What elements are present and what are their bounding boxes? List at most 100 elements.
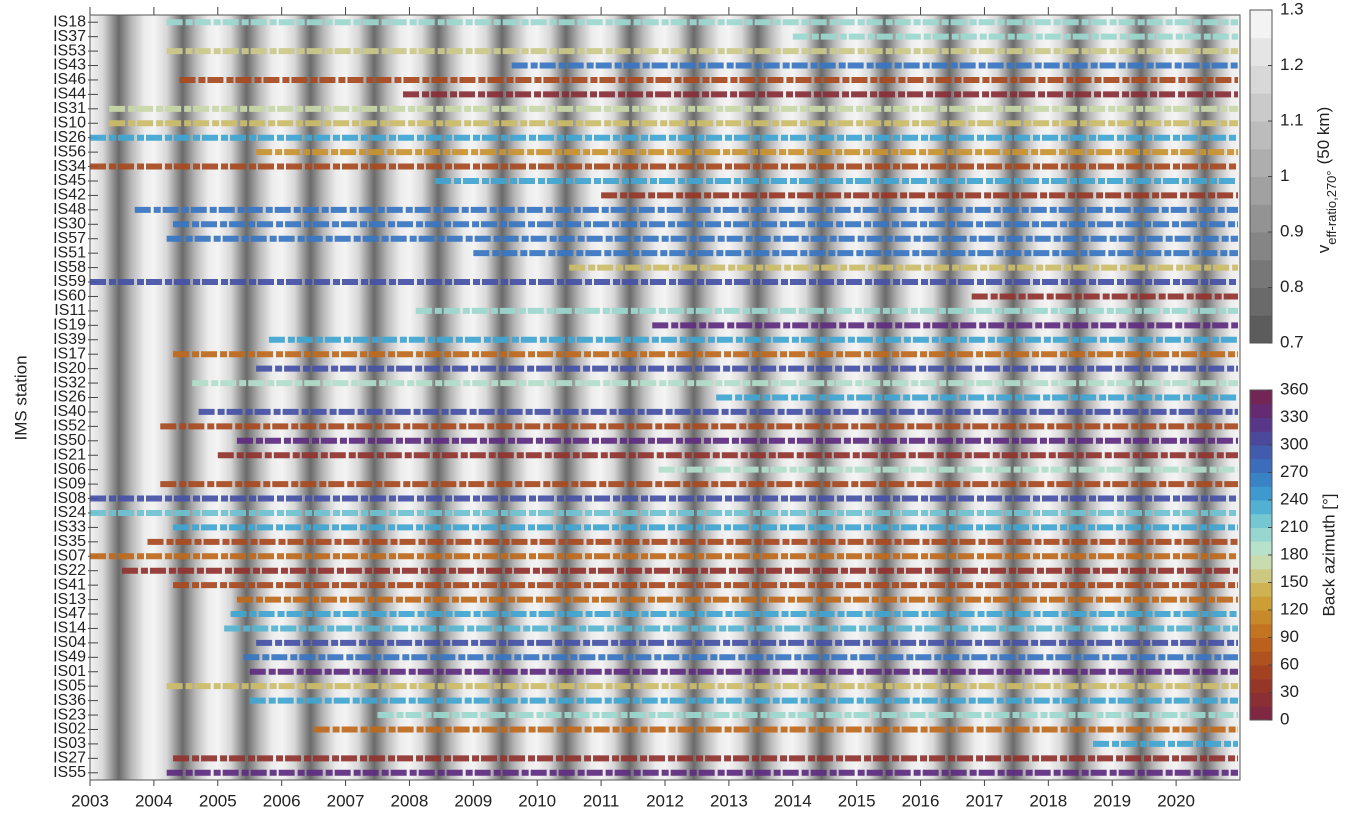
- y-tick-label: IS49: [53, 649, 86, 666]
- y-tick-label: IS09: [53, 475, 86, 492]
- x-tick-label: 2020: [1157, 791, 1195, 810]
- colorbar-tick-label: 300: [1280, 434, 1308, 453]
- colorbar-step: [1250, 315, 1272, 344]
- veff-colorbar-label: veff-ratio,270° (50 km): [1314, 107, 1338, 253]
- y-tick-label: IS20: [53, 360, 86, 377]
- y-tick-label: IS23: [53, 706, 86, 723]
- x-tick-label: 2004: [135, 791, 173, 810]
- y-tick-label: IS45: [53, 172, 86, 189]
- colorbar-step: [1250, 555, 1272, 570]
- y-tick-label: IS31: [53, 100, 86, 117]
- y-tick-label: IS60: [53, 288, 86, 305]
- x-tick-label: 2014: [774, 791, 812, 810]
- colorbar-step: [1250, 259, 1272, 288]
- label-unit: (50 km): [1314, 107, 1333, 165]
- y-tick-label: IS17: [53, 345, 86, 362]
- label-main: v: [1314, 244, 1333, 253]
- y-tick-label: IS34: [53, 158, 86, 175]
- colorbar-step: [1250, 204, 1272, 233]
- y-tick-label: IS56: [53, 143, 86, 160]
- colorbar-step: [1250, 390, 1272, 405]
- y-tick-label: IS10: [53, 114, 86, 131]
- y-tick-label: IS08: [53, 490, 86, 507]
- colorbar-step: [1250, 93, 1272, 122]
- y-tick-label: IS52: [53, 418, 86, 435]
- colorbar-step: [1250, 651, 1272, 666]
- colorbar-step: [1250, 692, 1272, 707]
- colorbar-step: [1250, 472, 1272, 487]
- y-tick-label: IS55: [53, 764, 86, 781]
- colorbar-step: [1250, 65, 1272, 94]
- x-tick-label: 2003: [71, 791, 109, 810]
- colorbar-tick-label: 330: [1280, 407, 1308, 426]
- x-tick-label: 2011: [583, 791, 620, 810]
- y-tick-label: IS07: [53, 547, 86, 564]
- y-tick-label: IS05: [53, 677, 86, 694]
- colorbar-tick-label: 1: [1280, 166, 1289, 185]
- y-tick-label: IS57: [53, 230, 86, 247]
- y-tick-label: IS14: [53, 620, 86, 637]
- y-tick-label: IS02: [53, 721, 86, 738]
- x-tick-label: 2017: [966, 791, 1004, 810]
- label-sub: eff-ratio,270°: [1324, 170, 1339, 244]
- x-tick-label: 2012: [646, 791, 684, 810]
- x-tick-label: 2015: [838, 791, 876, 810]
- colorbar-step: [1250, 10, 1272, 39]
- y-tick-label: IS26: [53, 129, 86, 146]
- colorbar-step: [1250, 176, 1272, 205]
- y-tick-label: IS26: [53, 389, 86, 406]
- colorbar-tick-label: 240: [1280, 489, 1308, 508]
- colorbar-tick-label: 0.9: [1280, 221, 1304, 240]
- colorbar-step: [1250, 527, 1272, 542]
- colorbar-tick-label: 0.8: [1280, 277, 1304, 296]
- y-tick-label: IS04: [53, 634, 86, 651]
- y-tick-label: IS47: [53, 605, 86, 622]
- colorbar-step: [1250, 637, 1272, 652]
- y-tick-label: IS11: [54, 302, 86, 319]
- x-tick-label: 2010: [518, 791, 556, 810]
- colorbar-step: [1250, 541, 1272, 556]
- x-tick-label: 2008: [391, 791, 429, 810]
- colorbar-step: [1250, 417, 1272, 432]
- colorbar-step: [1250, 148, 1272, 177]
- colorbar-step: [1250, 706, 1272, 721]
- y-tick-label: IS53: [53, 42, 86, 59]
- colorbar-step: [1250, 232, 1272, 261]
- colorbar-tick-label: 360: [1280, 379, 1308, 398]
- colorbar-tick-label: 120: [1280, 599, 1308, 618]
- colorbar-tick-label: 1.1: [1280, 110, 1304, 129]
- y-tick-label: IS33: [53, 519, 86, 536]
- y-tick-label: IS43: [53, 57, 86, 74]
- colorbar-tick-label: 150: [1280, 572, 1308, 591]
- y-tick-label: IS48: [53, 201, 86, 218]
- x-tick-label: 2005: [199, 791, 237, 810]
- y-tick-label: IS01: [53, 663, 86, 680]
- colorbar-tick-label: 90: [1280, 627, 1299, 646]
- colorbar-step: [1250, 623, 1272, 638]
- colorbar-step: [1250, 678, 1272, 693]
- y-axis-label: IMS station: [11, 355, 30, 440]
- colorbar-tick-label: 30: [1280, 682, 1299, 701]
- colorbar-tick-label: 1.2: [1280, 55, 1304, 74]
- colorbar-step: [1250, 121, 1272, 150]
- colorbar-step: [1250, 287, 1272, 316]
- y-tick-label: IS41: [53, 576, 86, 593]
- y-tick-label: IS50: [53, 432, 86, 449]
- x-tick-label: 2019: [1093, 791, 1131, 810]
- colorbar-step: [1250, 500, 1272, 515]
- y-tick-label: IS19: [53, 317, 86, 334]
- y-tick-label: IS46: [53, 71, 86, 88]
- colorbar-tick-label: 0.7: [1280, 332, 1304, 351]
- y-tick-label: IS27: [53, 750, 86, 767]
- colorbar-step: [1250, 568, 1272, 583]
- y-tick-label: IS42: [53, 187, 86, 204]
- colorbar-tick-label: 270: [1280, 462, 1308, 481]
- x-tick-label: 2013: [710, 791, 748, 810]
- colorbar-step: [1250, 431, 1272, 446]
- x-tick-label: 2007: [327, 791, 365, 810]
- plot-frame: [89, 14, 1241, 781]
- y-tick-label: IS03: [53, 735, 86, 752]
- colorbar-tick-label: 1.3: [1280, 0, 1304, 18]
- colorbar-step: [1250, 582, 1272, 597]
